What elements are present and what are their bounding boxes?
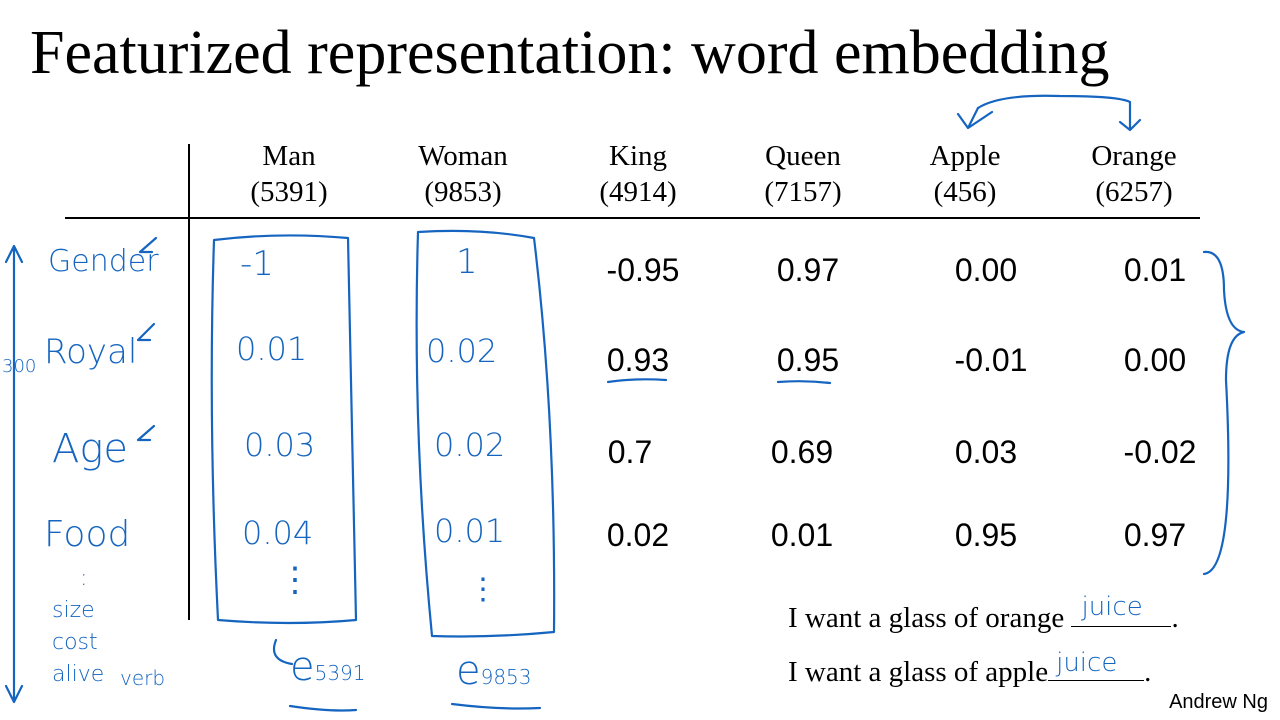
sentence-text: I want a glass of orange	[788, 602, 1072, 634]
underline-queen-royal	[776, 380, 832, 385]
column-index: (4914)	[599, 176, 677, 208]
sentence-text: I want a glass of apple	[788, 656, 1049, 688]
cell-queen-food: 0.01	[770, 517, 834, 553]
embedding-subscript: 9853	[480, 665, 532, 689]
underline-king-royal	[606, 378, 668, 384]
column-header-apple: Apple (456)	[890, 138, 1040, 210]
column-word: Apple	[929, 140, 1001, 172]
embedding-symbol: e	[456, 648, 481, 694]
column-index: (9853)	[424, 176, 502, 208]
woman-ellipsis: ⋮	[468, 572, 498, 607]
cell-king-age: 0.7	[607, 434, 653, 470]
sentence-apple: I want a glass of apple juice.	[788, 648, 1152, 689]
sentence-end: .	[1144, 656, 1152, 688]
column-index: (7157)	[764, 176, 842, 208]
cell-orange-age: -0.02	[1123, 434, 1197, 470]
cell-king-food: 0.02	[606, 517, 670, 553]
column-header-orange: Orange (6257)	[1059, 138, 1209, 210]
royal-arrow-icon	[136, 322, 156, 342]
cell-apple-royal: -0.01	[954, 342, 1028, 378]
cell-queen-gender: 0.97	[776, 252, 840, 288]
feature-label-verb: verb	[120, 666, 166, 690]
column-header-man: Man (5391)	[214, 138, 364, 210]
woman-vector-box	[415, 229, 556, 638]
column-header-king: King (4914)	[563, 138, 713, 210]
cell-queen-age: 0.69	[770, 434, 834, 470]
column-index: (5391)	[250, 176, 328, 208]
feature-label-gender: Gender	[48, 244, 159, 279]
arrow-down-orange-icon	[1118, 118, 1142, 132]
column-header-woman: Woman (9853)	[388, 138, 538, 210]
sentence-blank: juice	[1071, 592, 1172, 627]
column-word: Queen	[765, 140, 841, 172]
cell-apple-food: 0.95	[954, 517, 1018, 553]
feature-label-cost: cost	[52, 630, 98, 655]
blank-fill: juice	[1081, 592, 1143, 622]
man-royal-value: 0.01	[236, 330, 308, 368]
age-arrow-icon	[136, 424, 156, 442]
sentence-orange: I want a glass of orange juice.	[788, 592, 1179, 635]
cell-orange-food: 0.97	[1123, 517, 1187, 553]
embedding-symbol: e	[290, 644, 315, 690]
column-word: King	[609, 140, 667, 172]
blank-fill: juice	[1056, 648, 1118, 678]
feature-label-ellipsis: :	[80, 566, 88, 591]
cell-king-royal: 0.93	[606, 342, 670, 378]
cell-orange-gender: 0.01	[1123, 252, 1187, 288]
column-index: (6257)	[1095, 176, 1173, 208]
man-embedding-underline	[288, 704, 358, 712]
feature-label-size: size	[52, 598, 95, 623]
man-age-value: 0.03	[244, 426, 316, 464]
man-ellipsis: ⋮	[278, 560, 312, 600]
column-word: Woman	[418, 140, 508, 172]
sentence-end: .	[1171, 602, 1179, 634]
woman-gender-value: 1	[456, 242, 478, 282]
column-word: Man	[262, 140, 316, 172]
man-food-value: 0.04	[242, 514, 314, 552]
column-header-queen: Queen (7157)	[728, 138, 878, 210]
woman-embedding-underline	[450, 702, 542, 710]
feature-label-age: Age	[52, 426, 128, 472]
cell-king-gender: -0.95	[606, 252, 680, 288]
cell-apple-gender: 0.00	[954, 252, 1018, 288]
column-word: Orange	[1091, 140, 1177, 172]
apple-orange-connector-icon	[976, 94, 1132, 130]
arrow-down-apple-icon	[956, 106, 994, 130]
woman-age-value: 0.02	[434, 426, 506, 464]
slide-title: Featurized representation: word embeddin…	[30, 19, 1110, 87]
credit-text: Andrew Ng	[1169, 691, 1268, 713]
embedding-label-man: e5391	[290, 644, 366, 690]
woman-food-value: 0.01	[434, 512, 506, 550]
feature-label-food: Food	[44, 514, 131, 555]
feature-label-royal: Royal	[44, 332, 138, 372]
dimension-label: 300	[2, 356, 37, 377]
man-vector-box	[210, 234, 358, 625]
gender-arrow-icon	[138, 236, 158, 254]
cell-apple-age: 0.03	[954, 434, 1018, 470]
woman-royal-value: 0.02	[426, 332, 498, 370]
right-brace-icon	[1202, 250, 1246, 576]
feature-label-alive: alive	[52, 662, 105, 687]
man-embedding-bracket	[272, 638, 294, 666]
vertical-range-arrow-icon	[4, 244, 24, 704]
cell-orange-royal: 0.00	[1123, 342, 1187, 378]
man-gender-value: -1	[240, 244, 274, 284]
embedding-subscript: 5391	[314, 661, 366, 685]
cell-queen-royal: 0.95	[776, 342, 840, 378]
sentence-blank: juice	[1048, 648, 1145, 681]
column-index: (456)	[933, 176, 997, 208]
embedding-label-woman: e9853	[456, 648, 532, 694]
